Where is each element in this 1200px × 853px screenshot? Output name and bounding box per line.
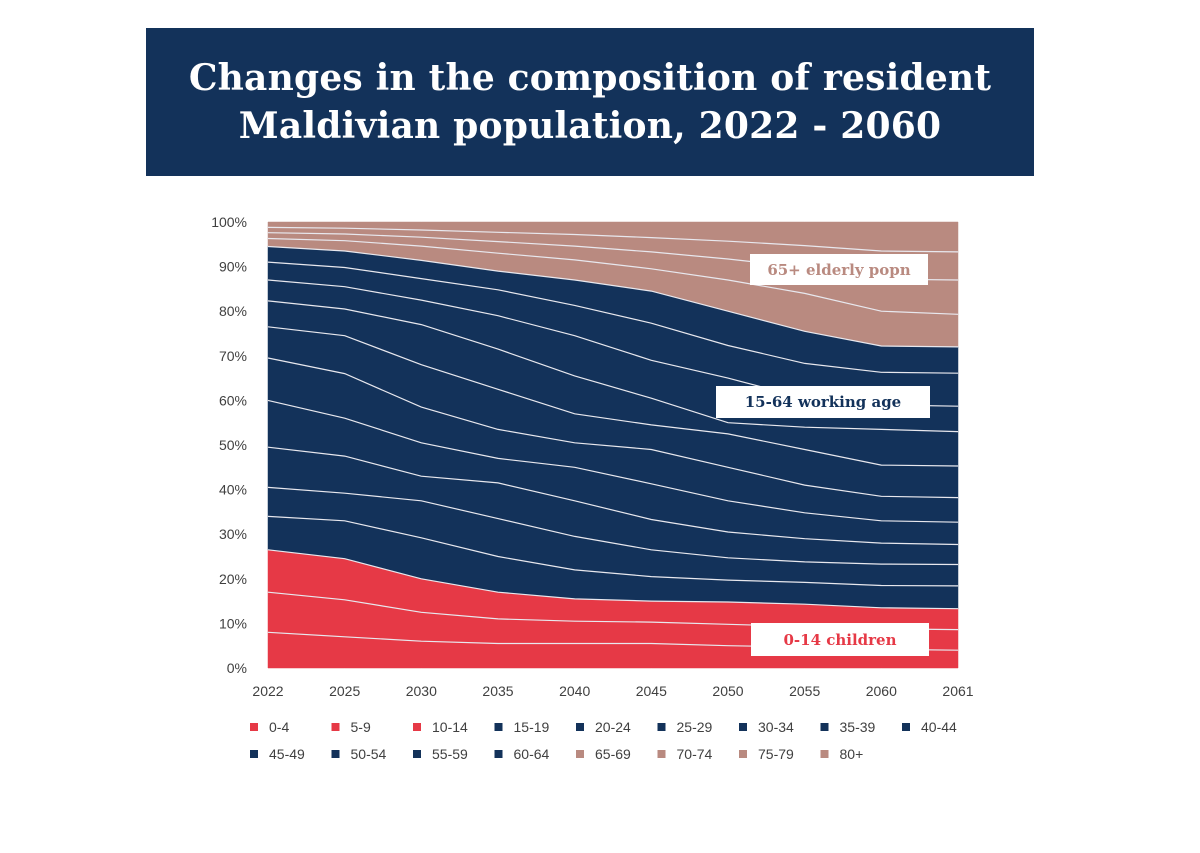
boundary-line-75-79 [267,226,959,253]
boundary-line-10-14 [267,549,959,610]
x-tick-label: 2035 [482,683,513,699]
x-tick-label: 2055 [789,683,820,699]
legend-label-35-39: 35-39 [840,719,876,735]
legend-label-25-29: 25-29 [677,719,713,735]
x-tick-label: 2045 [636,683,667,699]
legend-swatch-70-74 [657,750,666,758]
boundary-line-40-44 [267,326,959,467]
legend-swatch-50-54 [331,750,340,758]
boundary-line-55-59 [267,261,959,374]
legend-swatch-45-49 [250,750,258,758]
legend-label-0-4: 0-4 [269,719,289,735]
annotation-elderly: 65+ elderly popn [750,254,928,285]
legend-swatch-55-59 [413,750,421,758]
legend-label-10-14: 10-14 [432,719,468,735]
boundary-line-15-19 [267,515,959,587]
legend-swatch-40-44 [902,723,910,731]
y-tick-label: 90% [219,259,247,275]
legend-label-30-34: 30-34 [758,719,794,735]
legend-label-45-49: 45-49 [269,746,305,762]
legend-label-50-54: 50-54 [351,746,387,762]
y-tick-label: 60% [219,392,247,408]
legend-label-55-59: 55-59 [432,746,468,762]
x-tick-label: 2030 [406,683,437,699]
title-banner: Changes in the composition of resident M… [146,28,1034,176]
legend-swatch-15-19 [494,723,503,731]
legend-label-15-19: 15-19 [514,719,550,735]
x-tick-label: 2025 [329,683,360,699]
x-tick-label: 2022 [252,683,283,699]
legend-swatch-35-39 [820,723,829,731]
boundary-line-30-34 [267,399,959,523]
boundary-line-60-64 [267,245,959,348]
legend-swatch-5-9 [331,723,340,731]
legend-swatch-80+ [820,750,829,758]
title-line-2: Maldivian population, 2022 - 2060 [238,105,942,147]
y-tick-label: 0% [227,660,247,676]
legend-label-65-69: 65-69 [595,746,631,762]
legend-label-80+: 80+ [840,746,864,762]
legend-swatch-10-14 [413,723,421,731]
legend-label-5-9: 5-9 [351,719,371,735]
x-tick-label: 2050 [712,683,743,699]
legend-label-75-79: 75-79 [758,746,794,762]
legend-swatch-65-69 [576,750,584,758]
legend-swatch-75-79 [739,750,747,758]
y-tick-label: 70% [219,348,247,364]
y-tick-label: 30% [219,526,247,542]
legend-swatch-25-29 [657,723,666,731]
legend-swatch-0-4 [250,723,258,731]
y-tick-label: 80% [219,303,247,319]
annotation-working: 15-64 working age [716,386,930,418]
boundary-line-20-24 [267,486,959,566]
boundary-line-35-39 [267,357,959,499]
boundary-line-25-29 [267,446,959,546]
legend-swatch-60-64 [494,750,503,758]
x-tick-label: 2060 [866,683,897,699]
title-line-1: Changes in the composition of resident [188,57,992,99]
legend-label-40-44: 40-44 [921,719,957,735]
y-tick-label: 20% [219,571,247,587]
x-tick-label: 2040 [559,683,590,699]
y-tick-label: 40% [219,482,247,498]
legend-swatch-20-24 [576,723,584,731]
legend-label-70-74: 70-74 [677,746,713,762]
boundary-line-45-49 [267,300,959,433]
legend-label-60-64: 60-64 [514,746,550,762]
x-tick-label: 2061 [942,683,973,699]
legend-label-20-24: 20-24 [595,719,631,735]
y-tick-label: 100% [211,214,247,230]
y-tick-label: 10% [219,615,247,631]
y-tick-label: 50% [219,437,247,453]
legend-swatch-30-34 [739,723,747,731]
annotation-children: 0-14 children [751,623,929,656]
boundary-line-65-69 [267,237,959,315]
